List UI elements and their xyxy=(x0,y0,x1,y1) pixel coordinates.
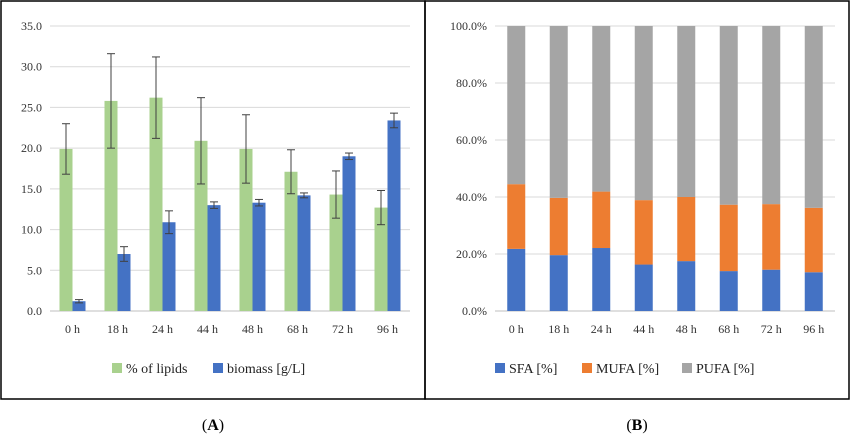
panel-label-a: (A) xyxy=(202,417,224,434)
y-tick-label: 0.0% xyxy=(462,304,487,318)
x-tick-label: 72 h xyxy=(332,322,353,336)
x-tick-label: 68 h xyxy=(287,322,308,336)
stacked-bar-segment xyxy=(804,26,823,208)
stacked-bar-segment xyxy=(719,271,738,311)
bar xyxy=(387,120,401,311)
x-tick-label: 24 h xyxy=(152,322,173,336)
chart-panel-a: 0.0 5.0 10.0 15.0 20.0 25.0 30.0 35.0 0 h 18 h 24 … xyxy=(21,19,410,377)
stacked-bar-segment xyxy=(719,26,738,205)
bar xyxy=(117,254,131,311)
x-tick-label: 0 h xyxy=(509,322,524,336)
x-tick-label: 96 h xyxy=(803,322,824,336)
x-tick-label: 0 h xyxy=(65,322,80,336)
y-tick-label: 60.0% xyxy=(456,133,487,147)
legend-label: % of lipids xyxy=(126,362,187,377)
legend-label: biomass [g/L] xyxy=(227,362,305,377)
bar xyxy=(342,156,356,311)
x-tick-label: 44 h xyxy=(633,322,654,336)
stacked-bar-segment xyxy=(549,197,568,256)
stacked-bar-segment xyxy=(634,264,653,311)
x-tick-label: 18 h xyxy=(548,322,569,336)
stacked-bar-segment xyxy=(634,26,653,201)
y-tick-label: 40.0% xyxy=(456,190,487,204)
y-tick-label: 20.0% xyxy=(456,247,487,261)
y-tick-label: 5.0 xyxy=(27,263,42,277)
bar xyxy=(374,207,388,311)
legend-swatch xyxy=(495,363,505,373)
legend-label: PUFA [%] xyxy=(696,362,754,377)
stacked-bar-segment xyxy=(804,207,823,273)
legend-swatch xyxy=(582,363,592,373)
y-tick-label: 10.0 xyxy=(21,223,42,237)
stacked-bar-segment xyxy=(762,204,781,270)
stacked-bar-segment xyxy=(549,26,568,198)
bar xyxy=(297,195,311,311)
stacked-bar-segment xyxy=(507,26,526,185)
bar xyxy=(104,100,118,312)
stacked-bar-segment xyxy=(507,184,526,249)
bar xyxy=(59,148,73,311)
y-tick-label: 30.0 xyxy=(21,60,42,74)
bar xyxy=(284,171,298,311)
y-tick-label: 100.0% xyxy=(450,19,487,33)
panel-b-frame xyxy=(424,0,850,400)
stacked-bar-segment xyxy=(592,191,611,249)
legend-swatch xyxy=(682,363,692,373)
y-tick-label: 35.0 xyxy=(21,19,42,33)
stacked-bar-segment xyxy=(507,248,526,311)
stacked-bar-segment xyxy=(762,269,781,311)
bar xyxy=(329,194,343,311)
y-tick-label: 15.0 xyxy=(21,182,42,196)
bar xyxy=(72,301,86,311)
chart-panel-b: 0.0% 20.0% 40.0% 60.0% 80.0% 100.0% 0 h 18 h 24 … xyxy=(450,19,835,377)
x-tick-label: 44 h xyxy=(197,322,218,336)
x-tick-label: 24 h xyxy=(591,322,612,336)
bar xyxy=(194,140,208,311)
y-tick-label: 80.0% xyxy=(456,76,487,90)
x-tick-label: 48 h xyxy=(676,322,697,336)
legend-label: MUFA [%] xyxy=(596,362,659,377)
stacked-bar-segment xyxy=(592,248,611,311)
y-tick-label: 25.0 xyxy=(21,100,42,114)
x-tick-label: 72 h xyxy=(761,322,782,336)
stacked-bar-segment xyxy=(634,200,653,265)
x-tick-label: 96 h xyxy=(377,322,398,336)
stacked-bar-segment xyxy=(592,26,611,192)
bar xyxy=(207,205,221,311)
panel-label-b: (B) xyxy=(626,417,647,434)
y-tick-label: 20.0 xyxy=(21,141,42,155)
stacked-bar-segment xyxy=(804,272,823,311)
legend-swatch xyxy=(213,363,223,373)
stacked-bar-segment xyxy=(719,204,738,272)
bar xyxy=(252,202,266,311)
x-tick-label: 18 h xyxy=(107,322,128,336)
x-tick-label: 48 h xyxy=(242,322,263,336)
stacked-bar-segment xyxy=(549,255,568,311)
stacked-bar-segment xyxy=(762,26,781,205)
x-tick-label: 68 h xyxy=(718,322,739,336)
stacked-bar-segment xyxy=(677,26,696,197)
legend-label: SFA [%] xyxy=(509,362,557,377)
stacked-bar-segment xyxy=(677,261,696,311)
bar xyxy=(162,222,176,311)
y-tick-label: 0.0 xyxy=(27,304,42,318)
bar xyxy=(149,97,163,312)
bar xyxy=(239,148,253,311)
legend-swatch xyxy=(112,363,122,373)
stacked-bar-segment xyxy=(677,197,696,262)
